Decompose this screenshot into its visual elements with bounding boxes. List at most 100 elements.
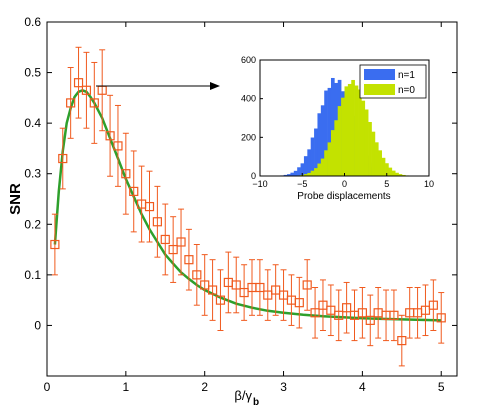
x-axis-label-subscript: b xyxy=(253,397,259,408)
hist-bar xyxy=(314,168,318,176)
data-point xyxy=(263,269,273,321)
data-point xyxy=(247,259,257,316)
callout-arrow xyxy=(96,82,220,90)
hist-bar xyxy=(330,130,335,176)
hist-bar xyxy=(324,150,328,176)
data-point xyxy=(160,203,170,276)
legend-swatch-n0 xyxy=(364,84,395,95)
square-marker xyxy=(231,280,241,290)
data-point xyxy=(73,46,84,119)
hist-bar xyxy=(317,163,322,176)
data-point xyxy=(184,228,194,291)
x-axis-label: β/γ xyxy=(234,388,252,403)
inset-axis-ticks: −10 −5 0 5 10 0 200 400 600 xyxy=(241,55,434,189)
inset-legend: n=1 n=0 xyxy=(359,64,427,99)
y-tick-label: 0.5 xyxy=(24,66,41,80)
square-marker xyxy=(81,85,92,95)
square-marker xyxy=(215,295,226,305)
fit-line xyxy=(53,88,442,322)
data-point xyxy=(397,314,407,367)
hist-bar xyxy=(385,163,389,176)
data-point xyxy=(129,150,139,233)
hist-bar xyxy=(347,83,352,176)
y-tick-label: 0.3 xyxy=(24,167,41,181)
hist-bar xyxy=(361,100,366,176)
inset-bars xyxy=(280,77,410,176)
hist-bar xyxy=(401,174,406,176)
inset-y-tick-label: 400 xyxy=(241,94,256,104)
data-point xyxy=(89,61,99,144)
square-marker xyxy=(310,308,320,318)
inset-y-tick-label: 600 xyxy=(241,55,256,65)
data-point xyxy=(113,104,123,187)
square-marker xyxy=(278,290,289,300)
legend-swatch-n1 xyxy=(364,69,395,80)
x-tick-label: 2 xyxy=(201,380,208,394)
data-point xyxy=(326,284,336,337)
square-marker xyxy=(428,300,438,310)
hist-bar xyxy=(283,174,288,176)
data-point xyxy=(342,281,352,334)
square-marker xyxy=(436,313,446,323)
hist-bar xyxy=(320,158,325,176)
square-marker xyxy=(239,287,249,298)
hist-bar xyxy=(374,142,379,176)
hist-bar xyxy=(354,85,359,176)
hist-bar xyxy=(388,167,393,176)
y-tick-label: 0.2 xyxy=(24,217,41,231)
data-point xyxy=(365,294,375,347)
hist-bar xyxy=(293,170,298,176)
inset-x-tick-label: 10 xyxy=(424,179,434,189)
square-marker xyxy=(326,305,336,315)
hist-bar xyxy=(314,128,318,176)
hist-bar xyxy=(310,137,315,176)
data-point xyxy=(357,287,367,339)
data-point xyxy=(207,259,218,321)
hist-bar xyxy=(317,113,322,176)
data-point xyxy=(144,170,155,243)
hist-bar xyxy=(364,109,369,176)
data-point xyxy=(239,264,249,321)
inset-x-tick-label: 0 xyxy=(342,179,347,189)
data-point xyxy=(420,284,431,337)
y-tick-label: 0.4 xyxy=(24,116,41,130)
square-marker xyxy=(50,239,60,250)
data-point xyxy=(50,213,60,276)
data-points xyxy=(50,46,446,367)
square-marker xyxy=(397,336,407,346)
hist-bar xyxy=(371,131,376,176)
hist-bar xyxy=(381,157,386,176)
data-point xyxy=(152,185,162,258)
square-marker xyxy=(389,310,399,320)
hist-bar xyxy=(391,170,396,176)
square-marker xyxy=(302,280,312,290)
data-point xyxy=(97,49,107,132)
hist-bar xyxy=(368,121,372,176)
square-marker xyxy=(255,282,265,293)
hist-bar xyxy=(324,90,328,176)
square-marker xyxy=(318,300,328,310)
hist-bar xyxy=(341,97,345,176)
x-tick-label: 4 xyxy=(359,380,366,394)
data-point xyxy=(255,259,265,316)
hist-bar xyxy=(307,172,311,176)
square-marker xyxy=(73,78,84,88)
square-marker xyxy=(152,217,162,227)
hist-bar xyxy=(327,142,332,176)
hist-bar xyxy=(307,149,311,176)
square-marker xyxy=(192,270,202,280)
data-point xyxy=(349,289,360,342)
data-point xyxy=(334,289,344,342)
square-marker xyxy=(129,186,139,197)
hist-bar xyxy=(398,174,403,176)
hist-bar xyxy=(297,167,301,176)
data-point xyxy=(294,276,304,329)
square-marker xyxy=(66,98,76,108)
hist-bar xyxy=(344,86,349,176)
hist-bar xyxy=(358,89,362,176)
square-marker xyxy=(342,303,352,313)
legend-label-n0: n=0 xyxy=(398,85,415,96)
data-point xyxy=(436,292,446,344)
x-tick-label: 3 xyxy=(280,380,287,394)
